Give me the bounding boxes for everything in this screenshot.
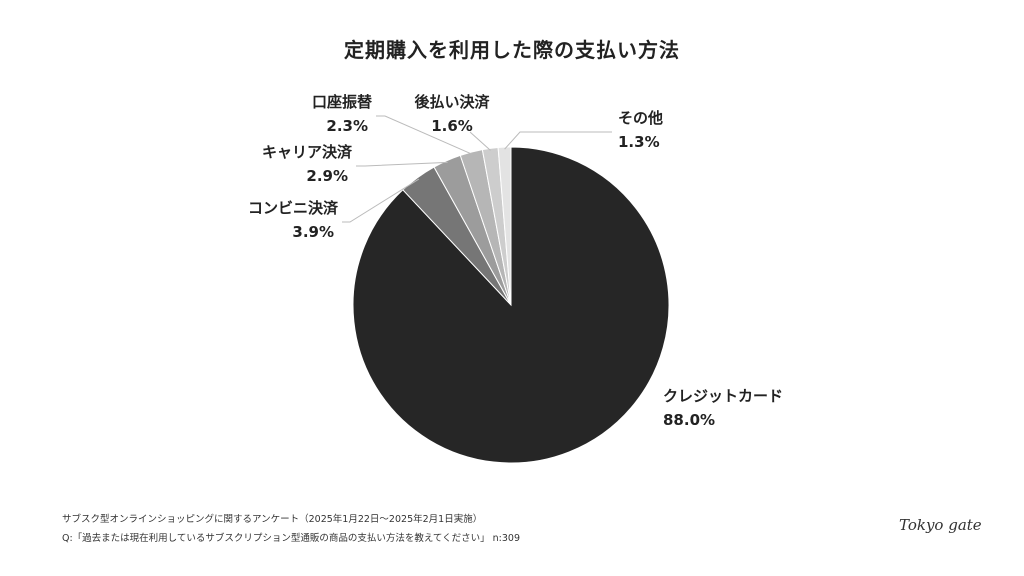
slice-label: コンビニ決済 (248, 199, 339, 217)
leader-line (469, 131, 491, 151)
slice-label: 口座振替 (312, 93, 373, 111)
question-note: Q:「過去または現在利用しているサブスクリプション型通販の商品の支払い方法を教え… (62, 533, 521, 544)
svg-text:Tokyo gate: Tokyo gate (899, 516, 982, 534)
slice-value-label: 2.9% (306, 167, 348, 185)
leader-line (356, 161, 448, 167)
chart-title: 定期購入を利用した際の支払い方法 (344, 38, 680, 62)
slice-value-label: 1.3% (618, 133, 660, 151)
slice-value-label: 88.0% (663, 411, 715, 429)
leader-line (504, 131, 612, 150)
tokyo-gate-logo: Tokyo gate (899, 516, 982, 534)
slice-value-label: 2.3% (326, 117, 368, 135)
slice-label: クレジットカード (663, 387, 783, 405)
slice-label: 後払い決済 (413, 93, 490, 111)
slice-label: その他 (618, 109, 663, 127)
survey-note: サブスク型オンラインショッピングに関するアンケート（2025年1月22日〜202… (62, 514, 483, 525)
leader-line (376, 115, 472, 155)
slice-label: キャリア決済 (262, 143, 353, 161)
pie-slice (497, 146, 512, 306)
slice-value-label: 1.6% (431, 117, 473, 135)
leader-line (342, 178, 420, 223)
slice-value-label: 3.9% (292, 223, 334, 241)
